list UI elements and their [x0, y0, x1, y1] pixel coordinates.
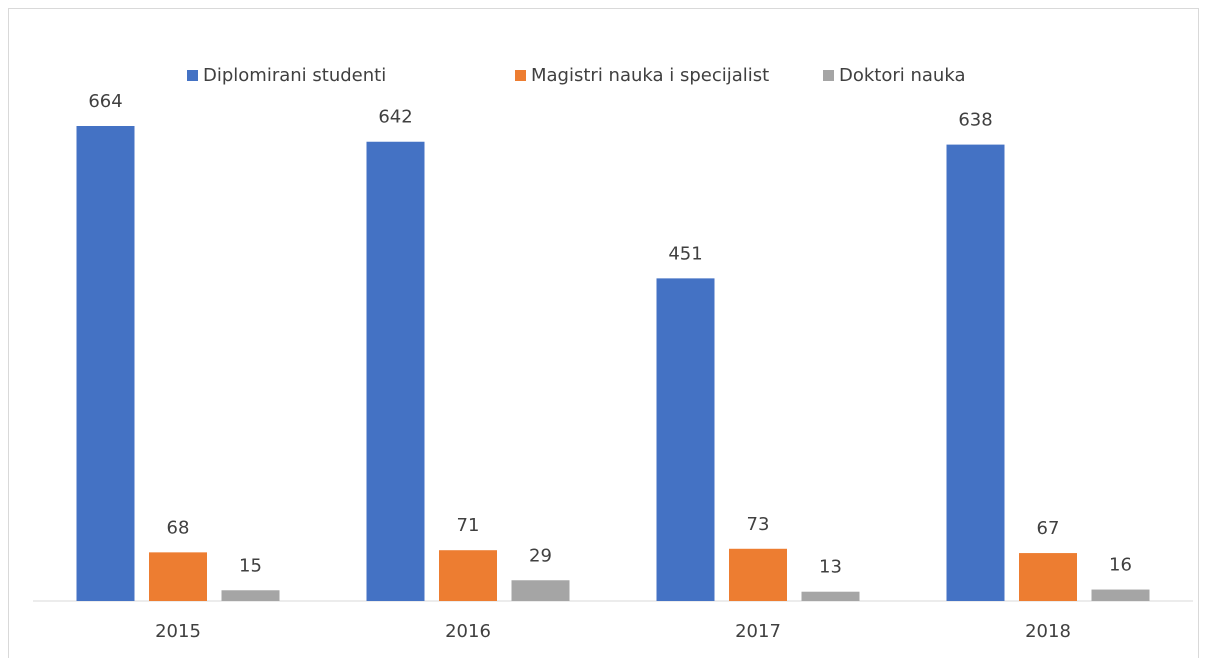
bar [1091, 589, 1150, 601]
data-label: 638 [958, 110, 992, 131]
legend-swatch [823, 70, 834, 81]
bar [76, 126, 135, 601]
bar [149, 552, 207, 601]
bar [946, 144, 1005, 601]
x-tick-label: 2018 [1025, 621, 1071, 642]
data-label: 29 [529, 545, 552, 566]
legend-label: Diplomirani studenti [203, 65, 386, 86]
bar [1019, 553, 1077, 601]
legend-label: Magistri nauka i specijalist [531, 65, 769, 86]
x-tick-label: 2016 [445, 621, 491, 642]
data-label: 67 [1037, 518, 1060, 539]
data-label: 13 [819, 557, 842, 578]
bar [656, 278, 715, 601]
bar [511, 580, 570, 601]
x-tick-label: 2017 [735, 621, 781, 642]
bar [366, 141, 425, 601]
bar [801, 591, 860, 601]
bar [729, 548, 787, 601]
bar [221, 590, 280, 601]
legend-swatch [187, 70, 198, 81]
data-label: 71 [457, 515, 480, 536]
x-tick-label: 2015 [155, 621, 201, 642]
data-label: 68 [167, 517, 190, 538]
data-label: 15 [239, 555, 262, 576]
data-label: 16 [1109, 555, 1132, 576]
data-label: 642 [378, 107, 412, 128]
data-label: 451 [668, 243, 702, 264]
data-label: 664 [88, 91, 122, 112]
legend-label: Doktori nauka [839, 65, 965, 86]
data-label: 73 [747, 514, 770, 535]
legend-swatch [515, 70, 526, 81]
bar [439, 550, 497, 601]
